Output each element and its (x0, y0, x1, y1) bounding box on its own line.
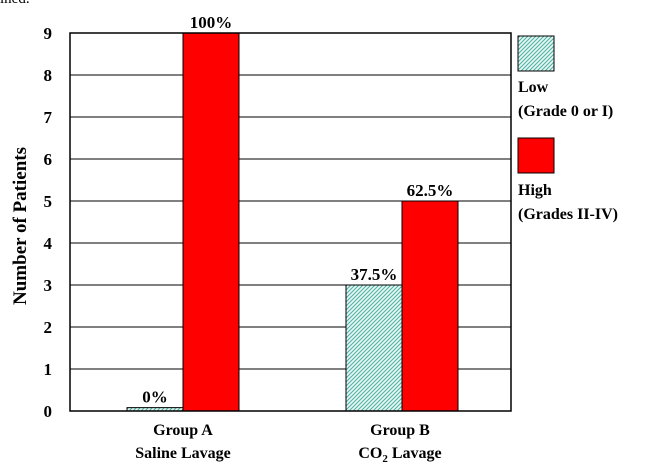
y-tick-label-5: 5 (44, 192, 53, 211)
y-tick-label-8: 8 (44, 66, 53, 85)
data-label-low-group-a: 0% (142, 388, 168, 407)
legend-swatch-low (517, 35, 555, 72)
co-text: CO (358, 445, 382, 462)
legend-label-high: High (518, 182, 552, 199)
bar-high-group-b (401, 200, 459, 412)
plot-area-frame (69, 32, 512, 412)
legend-label-high-sub: (Grades II-IV) (518, 206, 618, 223)
x-tick-label-group-b-sub: CO2 Lavage (358, 445, 441, 464)
y-axis-label: Number of Patients (10, 147, 31, 305)
co-subscript: 2 (382, 453, 388, 464)
data-label-low-group-b: 37.5% (351, 265, 398, 284)
legend: Low (Grade 0 or I) High (Grades II-IV) (517, 35, 618, 223)
y-axis-ticks: 0 1 2 3 4 5 6 7 8 9 (44, 24, 53, 421)
bar-low-group-b (345, 284, 403, 412)
header-fragment: ined. (0, 0, 30, 8)
x-tick-label-group-a: Group A (153, 422, 213, 439)
y-tick-label-4: 4 (44, 234, 53, 253)
y-tick-label-2: 2 (44, 318, 53, 337)
data-labels: 0% 37.5% 100% 62.5% (142, 13, 453, 407)
y-tick-label-7: 7 (44, 108, 53, 127)
lavage-text: Lavage (388, 445, 442, 462)
y-tick-label-9: 9 (44, 24, 53, 43)
legend-swatch-high (517, 137, 555, 174)
y-tick-label-1: 1 (44, 360, 53, 379)
data-label-high-group-b: 62.5% (407, 181, 454, 200)
x-tick-label-group-b: Group B (370, 422, 430, 439)
bars (126, 32, 459, 412)
legend-label-low: Low (518, 79, 549, 96)
y-tick-label-0: 0 (44, 402, 53, 421)
legend-label-low-sub: (Grade 0 or I) (518, 103, 613, 120)
data-label-high-group-a: 100% (190, 13, 233, 32)
y-tick-label-6: 6 (44, 150, 53, 169)
bar-high-group-a (182, 32, 240, 412)
y-tick-label-3: 3 (44, 276, 53, 295)
x-tick-label-group-a-sub: Saline Lavage (135, 445, 231, 462)
